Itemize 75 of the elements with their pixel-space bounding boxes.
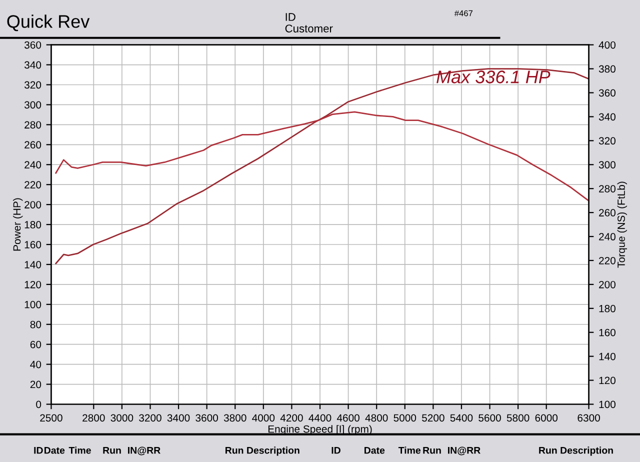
text: Run <box>423 446 441 454</box>
text: IN@RR <box>128 446 160 456</box>
text: ID <box>286 13 296 21</box>
y2-tick-label: 100 <box>599 400 616 408</box>
text: ID <box>34 446 43 454</box>
x-tick-label: 4000 <box>252 414 275 422</box>
x-tick-label: 6300 <box>578 414 600 422</box>
text: #467 <box>454 10 473 16</box>
x-tick-label: 5400 <box>450 414 473 422</box>
annotation: Max 336.1 HP <box>436 70 550 84</box>
y-tick-label: 140 <box>24 260 42 268</box>
y2-tick-label: 280 <box>599 185 616 192</box>
text: Run Description <box>226 446 300 456</box>
y-tick-label: 180 <box>24 221 42 228</box>
x-tick-label: 5200 <box>422 414 444 422</box>
x-tick-label: 5600 <box>478 414 501 422</box>
line-series <box>55 68 589 264</box>
y-tick-label: 0 <box>36 400 42 408</box>
y-tick-label: 360 <box>24 41 42 49</box>
y2-tick-label: 180 <box>599 304 616 312</box>
y2-tick-label: 300 <box>598 161 616 169</box>
y-axis-title: Power (HP) <box>13 198 23 251</box>
x-tick-label: 2800 <box>82 414 105 422</box>
chart-title: Quick Rev <box>7 14 90 32</box>
x-tick-label: 6000 <box>535 414 558 422</box>
x-tick-label: 3800 <box>224 414 246 422</box>
text: Time <box>398 446 421 454</box>
y2-tick-label: 320 <box>598 137 616 145</box>
y2-tick-label: 200 <box>599 280 616 288</box>
text: Run <box>103 446 121 454</box>
y-tick-label: 160 <box>24 241 42 248</box>
y-tick-label: 120 <box>24 280 42 288</box>
x-tick-label: 3200 <box>139 414 162 422</box>
line-series <box>55 111 589 202</box>
y2-tick-label: 380 <box>598 65 616 73</box>
y2-tick-label: 140 <box>599 352 616 360</box>
y2-axis-title: Torque (NS) (FtLb) <box>617 182 627 268</box>
y-tick-label: 100 <box>24 300 42 308</box>
y2-tick-label: 340 <box>598 113 616 121</box>
x-tick-label: 2500 <box>40 414 62 422</box>
y-tick-label: 320 <box>24 81 42 89</box>
y2-tick-label: 160 <box>599 328 616 336</box>
y-tick-label: 340 <box>24 61 42 69</box>
y2-tick-label: 360 <box>598 89 616 97</box>
y2-tick-label: 240 <box>599 233 616 240</box>
y-tick-label: 260 <box>24 141 42 149</box>
y-tick-label: 300 <box>24 101 42 109</box>
text: Date <box>364 446 385 454</box>
text: Customer <box>285 24 333 32</box>
x-tick-label: 3400 <box>167 414 190 422</box>
y-tick-label: 280 <box>24 121 42 129</box>
x-tick-label: 3000 <box>110 414 134 422</box>
y-tick-label: 80 <box>30 320 42 328</box>
x-tick-label: 5800 <box>506 414 530 422</box>
y2-tick-label: 120 <box>599 376 616 384</box>
text: Date <box>44 446 65 454</box>
y-tick-label: 40 <box>30 360 42 368</box>
y2-tick-label: 220 <box>599 256 616 264</box>
text: Run Description <box>539 446 613 456</box>
x-tick-label: 4200 <box>280 414 303 422</box>
x-tick-label: 4600 <box>336 414 360 422</box>
y-tick-label: 20 <box>30 380 42 388</box>
x-tick-label: 4400 <box>308 414 332 422</box>
text: Time <box>68 446 91 454</box>
text: ID <box>332 446 340 454</box>
y-tick-label: 240 <box>24 161 42 169</box>
text: IN@RR <box>448 446 480 456</box>
y2-tick-label: 400 <box>598 41 616 49</box>
x-tick-label: 3600 <box>196 414 218 422</box>
x-tick-label: 4800 <box>365 414 388 422</box>
y-tick-label: 220 <box>24 181 42 188</box>
y-tick-label: 60 <box>30 340 42 348</box>
y2-tick-label: 260 <box>599 209 616 216</box>
x-tick-label: 5000 <box>394 414 416 422</box>
y-tick-label: 200 <box>24 201 42 208</box>
